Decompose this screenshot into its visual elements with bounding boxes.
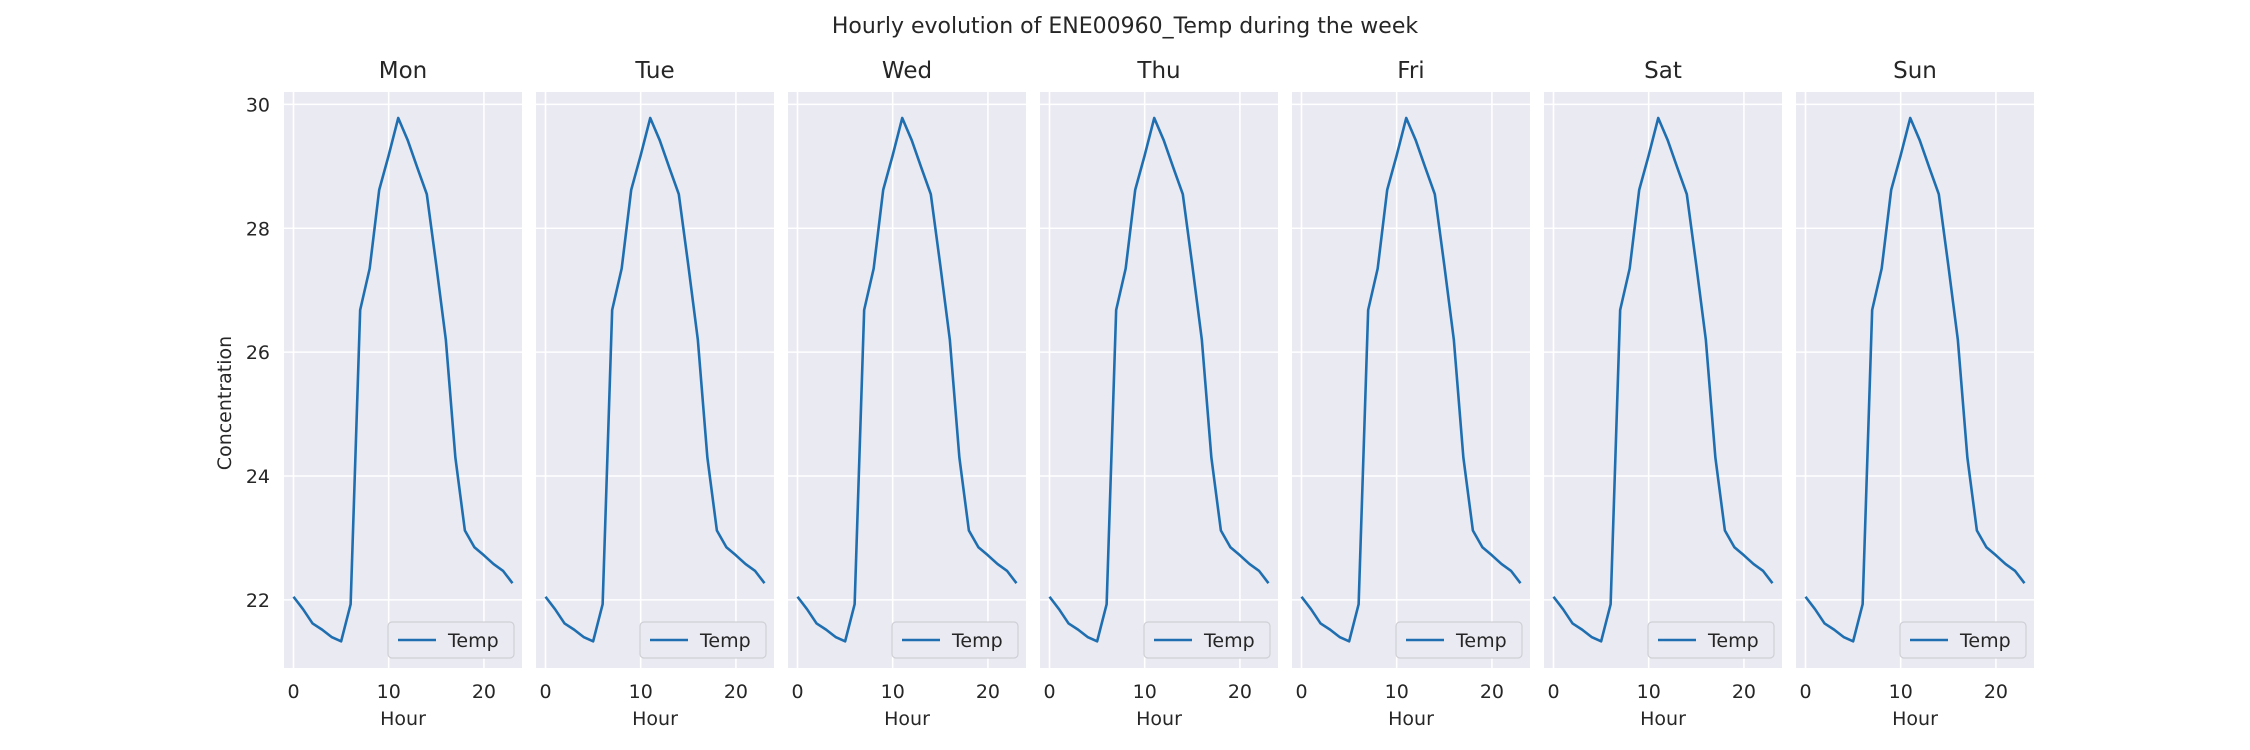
legend-entry: Temp <box>1707 630 1759 652</box>
x-axis-label: Hour <box>1892 708 1938 730</box>
x-axis-label: Hour <box>884 708 930 730</box>
x-tick-label: 10 <box>881 681 905 703</box>
x-tick-label: 0 <box>791 681 803 703</box>
y-tick-label: 22 <box>246 590 270 612</box>
panel-title: Sun <box>1893 58 1937 84</box>
legend-entry: Temp <box>1455 630 1507 652</box>
legend-entry: Temp <box>1203 630 1255 652</box>
panel-title: Tue <box>634 58 674 84</box>
panel-background <box>284 92 522 668</box>
x-tick-label: 10 <box>1385 681 1409 703</box>
series-line-temp <box>1300 116 1522 643</box>
x-axis-label: Hour <box>1640 708 1686 730</box>
legend-box <box>1395 621 1523 659</box>
panel-background <box>1292 92 1530 668</box>
legend-box <box>1647 621 1775 659</box>
x-tick-label: 20 <box>1480 681 1504 703</box>
panel-sun: Sun 0 10 20 Hour Temp <box>1796 58 2034 730</box>
x-tick-label: 10 <box>1889 681 1913 703</box>
legend-box <box>1899 621 2027 659</box>
series-line-temp <box>1804 116 2026 643</box>
series-line-temp <box>292 116 514 643</box>
panel-background <box>1796 92 2034 668</box>
legend-box <box>639 621 767 659</box>
panel-thu: Thu 0 10 20 Hour Temp <box>1040 58 1278 730</box>
x-tick-label: 20 <box>472 681 496 703</box>
x-axis-label: Hour <box>1388 708 1434 730</box>
x-tick-label: 20 <box>1228 681 1252 703</box>
panels-group: Mon 0 10 20 Hour 22 24 26 28 30 Temp Tue 0 10 20 Hour Te… <box>246 58 2034 730</box>
y-tick-label: 30 <box>246 94 270 116</box>
panel-background <box>1040 92 1278 668</box>
panel-background <box>788 92 1026 668</box>
panel-background <box>1544 92 1782 668</box>
panel-title: Sat <box>1644 58 1682 84</box>
x-tick-label: 10 <box>1637 681 1661 703</box>
panel-title: Fri <box>1397 58 1424 84</box>
panel-sat: Sat 0 10 20 Hour Temp <box>1544 58 1782 730</box>
x-axis-label: Hour <box>1136 708 1182 730</box>
series-line-temp <box>544 116 766 643</box>
panel-mon: Mon 0 10 20 Hour 22 24 26 28 30 Temp <box>246 58 522 730</box>
x-tick-label: 20 <box>724 681 748 703</box>
y-axis-label: Concentration <box>214 336 236 470</box>
x-tick-label: 0 <box>287 681 299 703</box>
series-line-temp <box>1552 116 1774 643</box>
x-axis-label: Hour <box>632 708 678 730</box>
y-tick-label: 28 <box>246 218 270 240</box>
legend-box <box>891 621 1019 659</box>
panel-tue: Tue 0 10 20 Hour Temp <box>536 58 774 730</box>
x-tick-label: 10 <box>1133 681 1157 703</box>
x-tick-label: 0 <box>1799 681 1811 703</box>
legend-box <box>1143 621 1271 659</box>
y-tick-label: 26 <box>246 342 270 364</box>
x-tick-label: 20 <box>1984 681 2008 703</box>
legend-entry: Temp <box>699 630 751 652</box>
panel-title: Thu <box>1136 58 1180 84</box>
x-tick-label: 0 <box>1295 681 1307 703</box>
x-tick-label: 0 <box>539 681 551 703</box>
panel-title: Wed <box>882 58 932 84</box>
panel-title: Mon <box>379 58 428 84</box>
x-tick-label: 20 <box>1732 681 1756 703</box>
series-line-temp <box>1048 116 1270 643</box>
legend-entry: Temp <box>951 630 1003 652</box>
x-tick-label: 0 <box>1043 681 1055 703</box>
series-line-temp <box>796 116 1018 643</box>
panel-fri: Fri 0 10 20 Hour Temp <box>1292 58 1530 730</box>
panel-background <box>536 92 774 668</box>
y-tick-label: 24 <box>246 466 270 488</box>
legend-entry: Temp <box>1959 630 2011 652</box>
legend-box <box>387 621 515 659</box>
panel-wed: Wed 0 10 20 Hour Temp <box>788 58 1026 730</box>
x-tick-label: 10 <box>377 681 401 703</box>
x-tick-label: 20 <box>976 681 1000 703</box>
x-axis-label: Hour <box>380 708 426 730</box>
legend-entry: Temp <box>447 630 499 652</box>
x-tick-label: 10 <box>629 681 653 703</box>
chart-title: Hourly evolution of ENE00960_Temp during… <box>832 14 1419 39</box>
x-tick-label: 0 <box>1547 681 1559 703</box>
